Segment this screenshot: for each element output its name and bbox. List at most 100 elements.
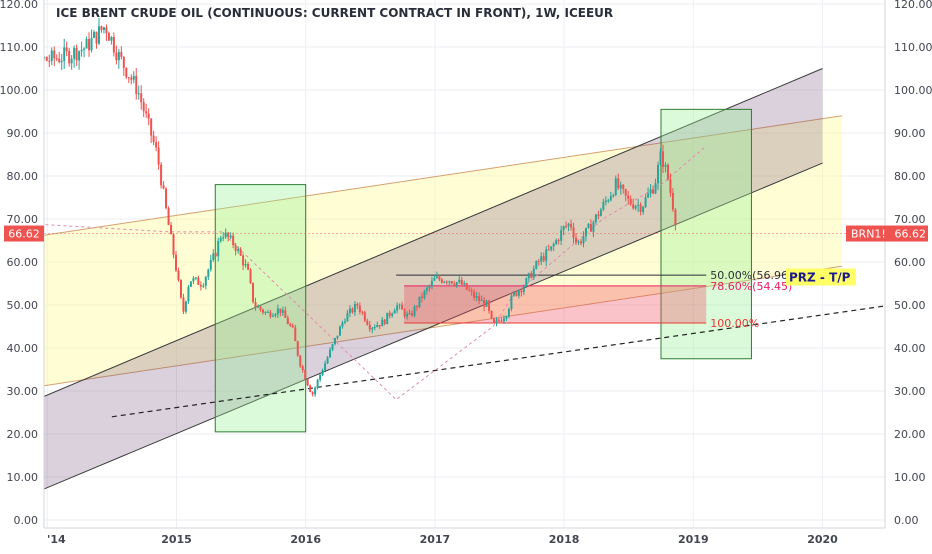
candle-body [23,66,25,67]
candle-body [599,209,602,217]
candle-body [403,309,406,317]
candle-body [105,27,108,34]
candle-body [376,324,379,328]
candle-body [184,301,187,312]
candle-body [239,249,242,256]
candle-body [589,224,592,232]
candle-body [252,282,255,302]
candle-body [207,269,210,277]
candle-body [502,318,505,322]
candle-body [38,53,40,68]
candle-body [470,290,473,292]
candle-body [577,241,580,243]
candle-body [649,189,652,194]
candle-body [381,319,384,327]
candle-body [512,292,515,296]
candle-body [550,246,553,250]
candle-body [125,67,128,78]
candle-body [448,281,451,283]
candle-body [172,234,175,255]
candle-body [527,273,530,279]
candle-body [127,77,130,79]
candle-body [602,201,605,210]
candle-body [368,324,371,330]
candle-body [65,47,68,52]
candle-body [575,237,578,243]
candle-body [95,31,98,44]
candle-body [289,324,292,326]
candle-body [413,306,416,316]
candle-body [9,62,11,68]
candle-body [669,179,672,193]
candle-body [4,60,6,65]
y-tick-label-left: 110.00 [0,41,38,54]
candle-body [341,322,344,327]
candle-body [319,374,322,380]
candle-body [170,224,173,235]
candle-body [572,227,575,238]
candle-body [440,279,443,283]
plot-layer [4,18,885,490]
candle-body [557,240,560,242]
candle-body [281,310,284,313]
candle-body [100,26,103,31]
candle-body [607,200,610,202]
candle-body [311,392,314,395]
candle-body [353,304,356,313]
candle-body [483,299,486,307]
candle-body [334,338,337,345]
candle-body [632,204,635,209]
candle-body [507,308,510,317]
candle-body [537,261,540,263]
candle-body [642,206,645,212]
candle-body [75,47,78,61]
chart-title: ICE BRENT CRUDE OIL (CONTINUOUS: CURRENT… [56,6,614,20]
candle-body [525,278,528,287]
y-tick-label-left: 20.00 [7,428,39,441]
candle-body [604,200,607,202]
candle-body [316,379,319,388]
candle-body [450,281,453,284]
candle-body [11,57,13,62]
candle-body [227,232,230,238]
candle-body [152,135,155,143]
candle-body [532,268,535,278]
candle-body [657,165,660,184]
candle-body [224,232,227,238]
candle-body [363,312,366,321]
candle-body [269,311,272,317]
candle-body [490,310,493,319]
candle-body [264,312,267,314]
candle-body [140,93,143,103]
y-tick-label-right: 10.00 [894,471,926,484]
candle-body [78,51,81,61]
candle-body [321,370,324,375]
candle-body [420,296,423,299]
candle-body [661,151,664,167]
candle-body [515,292,518,296]
candle-body [271,315,274,317]
candle-body [647,193,650,198]
candle-body [540,256,543,262]
candle-body [53,50,56,59]
candle-body [545,249,548,261]
candle-body [41,53,43,58]
candle-body [279,308,282,313]
candle-body [465,283,468,290]
candle-body [58,58,61,63]
y-tick-label-left: 50.00 [7,299,39,312]
candle-body [612,195,615,197]
candle-body [160,164,163,186]
candle-body [505,316,508,319]
y-tick-label-left: 10.00 [7,471,39,484]
candle-body [522,286,525,293]
candle-body [351,308,354,313]
y-tick-label-right: 0.00 [894,514,919,527]
candle-body [137,93,140,95]
candle-body [155,142,158,148]
y-tick-label-right: 20.00 [894,428,926,441]
candle-body [259,306,262,310]
candle-body [167,208,170,225]
candle-body [443,281,446,283]
candle-body [130,77,133,80]
